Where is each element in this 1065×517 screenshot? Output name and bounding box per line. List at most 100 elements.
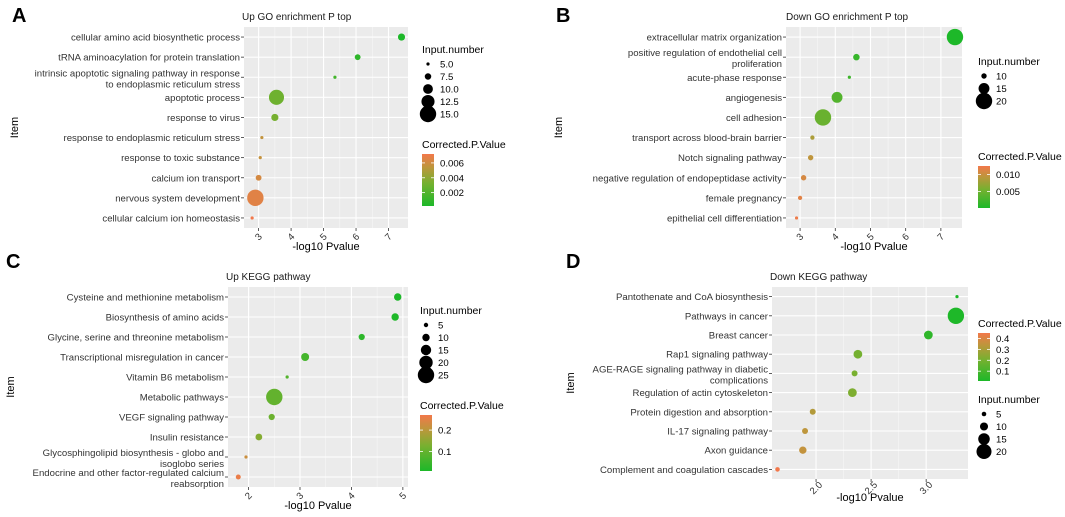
chart-title: Up GO enrichment P top xyxy=(242,12,352,23)
data-point xyxy=(268,413,275,421)
y-tick-label: cell adhesion xyxy=(726,113,782,124)
size-legend-label: 5.0 xyxy=(440,60,453,71)
size-legend-key xyxy=(975,92,993,110)
y-tick-label: Endocrine and other factor-regulated cal… xyxy=(33,468,224,490)
size-legend-label: 20 xyxy=(996,97,1007,108)
y-tick-label: cellular amino acid biosynthetic process xyxy=(71,33,240,44)
size-legend-key xyxy=(417,366,435,384)
y-tick-label: intrinsic apoptotic signaling pathway in… xyxy=(35,68,241,90)
size-legend: Input.number 5.07.5 10.012.5 15.0 xyxy=(419,44,484,123)
data-point xyxy=(810,135,815,140)
data-point xyxy=(301,353,310,361)
size-legend-label: 10 xyxy=(996,422,1007,433)
data-point xyxy=(250,216,254,220)
x-axis-title: -log10 Pvalue xyxy=(840,241,907,253)
colorbar-label: 0.3 xyxy=(996,345,1009,356)
data-point xyxy=(354,54,361,61)
size-legend-label: 15.0 xyxy=(440,110,459,121)
plot-background xyxy=(244,27,408,228)
size-legend-label: 5 xyxy=(996,410,1001,421)
y-tick-label: angiogenesis xyxy=(725,93,782,104)
x-axis-title: -log10 Pvalue xyxy=(292,241,359,253)
size-legend-key xyxy=(421,94,435,109)
y-tick-label: Rap1 signaling pathway xyxy=(666,350,768,361)
size-legend-title: Input.number xyxy=(420,305,482,317)
size-legend-label: 15 xyxy=(438,346,449,357)
data-point xyxy=(955,295,959,299)
y-tick-label: Pantothenate and CoA biosynthesis xyxy=(616,292,768,303)
y-tick-label: Notch signaling pathway xyxy=(678,153,782,164)
y-axis-title: Item xyxy=(553,117,565,138)
data-point xyxy=(397,33,406,41)
y-tick-label: Glycine, serine and threonine metabolism xyxy=(47,333,224,344)
x-tick-label: 7 xyxy=(383,232,395,244)
y-tick-label: extracellular matrix organization xyxy=(647,33,782,44)
data-point xyxy=(807,154,814,161)
color-legend-title: Corrected.P.Value xyxy=(420,400,504,412)
data-point xyxy=(848,388,857,397)
x-axis-title: -log10 Pvalue xyxy=(284,500,351,512)
data-point xyxy=(847,75,851,79)
x-tick-label: 5 xyxy=(865,232,877,244)
colorbar-label: 0.005 xyxy=(996,187,1020,198)
y-tick-label: Breast cancer xyxy=(709,331,769,342)
size-legend-title: Input.number xyxy=(422,44,484,56)
chart-title: Down KEGG pathway xyxy=(770,272,867,283)
size-legend-key xyxy=(978,83,990,94)
size-legend-title: Input.number xyxy=(978,56,1040,68)
y-tick-label: Biosynthesis of amino acids xyxy=(106,313,225,324)
color-legend-title: Corrected.P.Value xyxy=(978,318,1062,330)
data-point xyxy=(831,91,843,103)
colorbar-label: 0.004 xyxy=(440,173,465,184)
x-tick-label: 6 xyxy=(900,232,912,244)
x-tick-label: 7 xyxy=(935,232,947,244)
data-point xyxy=(247,189,264,207)
data-point xyxy=(333,75,337,79)
panel-label: D xyxy=(566,251,580,273)
y-tick-label: Pathways in cancer xyxy=(685,311,769,322)
panel-label: C xyxy=(6,251,20,273)
y-tick-label: response to toxic substance xyxy=(121,153,240,164)
x-tick-label: 3 xyxy=(795,232,807,244)
colorbar-label: 0.010 xyxy=(996,170,1020,181)
color-legend: Corrected.P.Value 0.2 0.1 xyxy=(420,400,504,471)
y-tick-label: response to virus xyxy=(167,113,240,124)
plot-background xyxy=(228,287,408,487)
color-legend: Corrected.P.Value 0.006 0.004 0.002 xyxy=(422,139,506,206)
colorbar-label: 0.1 xyxy=(996,367,1009,378)
x-tick-label: 3 xyxy=(295,491,307,503)
y-tick-label: negative regulation of endopeptidase act… xyxy=(593,173,783,184)
colorbar-label: 0.1 xyxy=(438,447,451,458)
data-point xyxy=(285,375,289,379)
x-tick-label: 5 xyxy=(318,232,330,244)
colorbar-label: 0.002 xyxy=(440,188,464,199)
color-legend-title: Corrected.P.Value xyxy=(422,139,506,151)
size-legend-key xyxy=(419,105,437,123)
size-legend-key xyxy=(979,422,989,431)
data-point xyxy=(258,156,262,160)
data-point xyxy=(797,195,803,201)
data-point xyxy=(255,174,262,181)
y-tick-label: cellular calcium ion homeostasis xyxy=(102,213,240,224)
y-tick-label: Protein digestion and absorption xyxy=(630,407,768,418)
size-legend-label: 12.5 xyxy=(440,97,459,108)
size-legend-label: 10.0 xyxy=(440,85,459,96)
y-tick-label: IL-17 signaling pathway xyxy=(667,427,768,438)
y-tick-label: Cysteine and methionine metabolism xyxy=(67,293,224,304)
size-legend-key xyxy=(420,344,432,356)
data-point xyxy=(923,330,933,340)
size-legend-label: 7.5 xyxy=(440,72,453,83)
size-legend-label: 10 xyxy=(438,333,449,344)
y-tick-label: Axon guidance xyxy=(705,446,768,457)
size-legend-label: 20 xyxy=(438,358,449,369)
colorbar xyxy=(978,166,990,208)
y-tick-label: AGE-RAGE signaling pathway in diabetic co… xyxy=(593,364,769,386)
size-legend-label: 10 xyxy=(996,72,1007,83)
data-point xyxy=(775,467,780,472)
data-point xyxy=(947,307,965,324)
data-point xyxy=(235,474,241,480)
size-legend-label: 15 xyxy=(996,435,1007,446)
